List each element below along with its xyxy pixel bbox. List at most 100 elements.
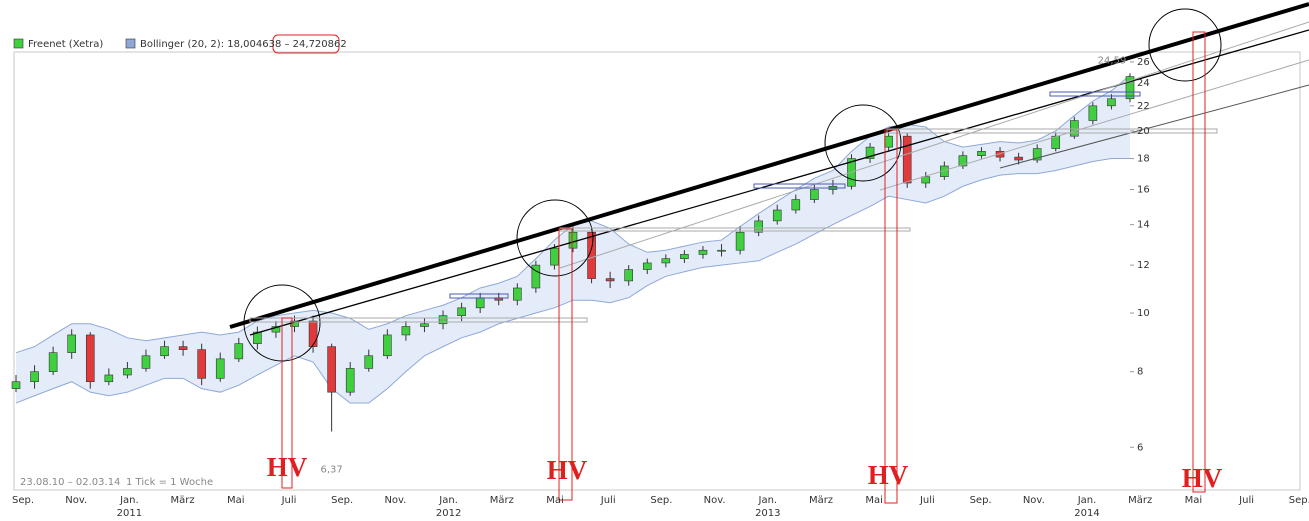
candle-body	[680, 254, 689, 259]
candle-body	[420, 323, 429, 327]
x-tick-label: Sep.	[1289, 495, 1309, 506]
year-label: 2013	[755, 508, 780, 519]
candle-body	[1051, 135, 1061, 149]
candle-body	[754, 220, 763, 233]
candle-body	[67, 334, 76, 353]
candle-body	[550, 247, 559, 266]
candle-body	[605, 278, 615, 282]
trend-line	[249, 29, 1309, 336]
candle-body	[902, 135, 912, 184]
drawings	[229, 2, 1309, 504]
y-tick-label: 18	[1137, 154, 1150, 165]
candle-body	[383, 334, 392, 357]
y-tick-label: 24	[1137, 78, 1150, 89]
candle-body	[197, 349, 206, 379]
candle-body	[1125, 76, 1135, 100]
trend-line	[229, 2, 1309, 329]
x-tick-label: Juli	[281, 495, 297, 506]
candle-body	[438, 315, 448, 325]
y-tick-label: 8	[1137, 367, 1143, 378]
candle-body	[123, 368, 132, 376]
x-tick-label: Sep.	[12, 495, 34, 506]
tick-note: 1 Tick = 1 Woche	[126, 477, 213, 488]
low-label: 6,37	[321, 465, 343, 476]
candle-body	[791, 199, 801, 211]
hv-box	[281, 317, 293, 489]
circle	[1148, 8, 1222, 82]
candle-body	[253, 331, 262, 344]
candle-body	[141, 355, 151, 369]
hv-label: HV	[1182, 463, 1223, 493]
channel-line	[879, 59, 1309, 191]
x-tick-label: Nov.	[384, 495, 406, 506]
hv-label: HV	[868, 460, 909, 490]
candle-body	[1032, 148, 1042, 161]
candle-body	[48, 352, 58, 372]
x-tick-label: März	[809, 495, 833, 506]
x-tick-label: Mai	[865, 495, 883, 506]
year-label: 2011	[117, 508, 142, 519]
x-tick-label: Mai	[1185, 495, 1203, 506]
y-tick-label: 26	[1137, 57, 1150, 68]
level-box	[753, 183, 846, 189]
candle-body	[587, 231, 596, 279]
y-tick-label: 16	[1137, 185, 1150, 196]
y-tick-label: 10	[1137, 308, 1150, 319]
channel-line	[999, 84, 1309, 169]
candle-body	[1014, 156, 1023, 161]
circle	[516, 199, 594, 277]
candle-body	[215, 358, 225, 379]
candle-body	[104, 374, 114, 383]
candle-body	[717, 249, 726, 252]
hv-label: HV	[547, 455, 588, 485]
x-tick-label: Mai	[546, 495, 564, 506]
x-tick-label: Nov.	[704, 495, 726, 506]
candle-body	[921, 176, 931, 184]
date-range: 23.08.10 – 02.03.14	[20, 477, 120, 488]
x-tick-label: März	[171, 495, 195, 506]
candle-body	[642, 262, 652, 270]
x-tick-label: Juli	[919, 495, 935, 506]
candle-body	[884, 135, 893, 148]
candle-body	[958, 155, 968, 167]
candle-body	[512, 287, 522, 301]
candle-body	[364, 355, 374, 369]
x-tick-label: Sep.	[331, 495, 353, 506]
channel-line	[559, 21, 1309, 269]
candle-body	[531, 264, 541, 289]
candle-body	[698, 249, 708, 255]
x-tick-label: März	[490, 495, 514, 506]
candle-body	[735, 231, 745, 251]
x-tick-label: Juli	[1238, 495, 1254, 506]
candle-body	[1107, 98, 1116, 107]
x-tick-label: Juli	[600, 495, 616, 506]
legend-swatch	[125, 38, 136, 49]
candle-body	[568, 231, 578, 249]
candle-body	[30, 371, 39, 383]
candle-body	[977, 151, 986, 156]
candle-body	[234, 343, 244, 360]
candle-body	[345, 368, 355, 393]
candle-body	[178, 346, 188, 350]
candle-body	[1088, 105, 1098, 121]
candle-body	[995, 151, 1005, 158]
candle-body	[457, 307, 466, 316]
y-tick-label: 20	[1137, 126, 1150, 137]
y-tick-label: 12	[1137, 260, 1150, 271]
candle-body	[624, 269, 634, 282]
legend-label: Bollinger (20, 2): 18,004638 – 24,720862	[140, 39, 347, 50]
level-box	[886, 128, 1218, 134]
candle-body	[1070, 120, 1079, 137]
last-label: 24,59	[1098, 56, 1127, 67]
x-tick-label: Sep.	[650, 495, 672, 506]
y-tick-label: 22	[1137, 101, 1150, 112]
x-tick-label: Nov.	[65, 495, 87, 506]
x-tick-label: Sep.	[970, 495, 992, 506]
candle-body	[475, 297, 485, 309]
candle-body	[160, 346, 169, 357]
x-tick-label: Jan.	[1077, 495, 1097, 506]
hv-label: HV	[267, 452, 308, 482]
level-box	[449, 293, 509, 299]
x-tick-label: Jan.	[119, 495, 139, 506]
candle-body	[865, 146, 875, 159]
